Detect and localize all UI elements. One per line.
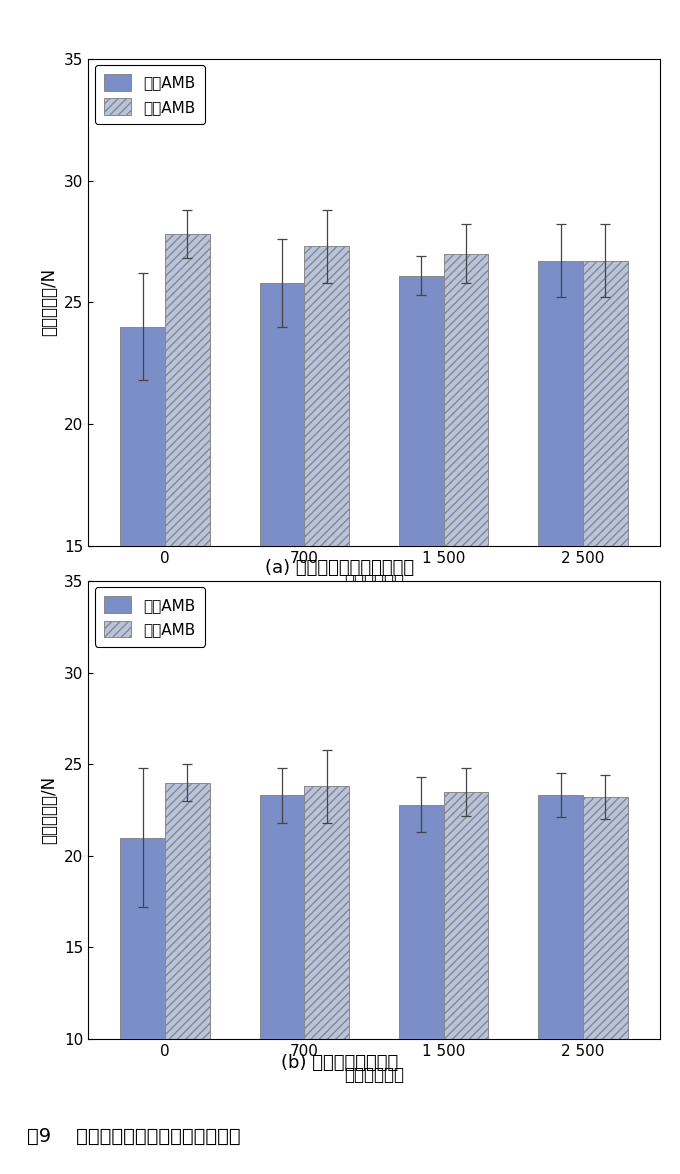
Bar — [399, 804, 443, 1174]
Bar — [165, 234, 209, 911]
Legend: 镀銀AMB, 裸醐AMB: 镀銀AMB, 裸醐AMB — [95, 587, 205, 647]
Bar — [165, 783, 209, 1174]
Text: (a) 第二键合点推力测试结果: (a) 第二键合点推力测试结果 — [265, 559, 415, 576]
Bar — [120, 326, 165, 911]
Bar — [305, 787, 349, 1174]
Bar — [539, 796, 583, 1174]
Bar — [443, 791, 488, 1174]
Y-axis label: 平均推力値/N: 平均推力値/N — [41, 268, 58, 337]
X-axis label: 温度冲击次数: 温度冲击次数 — [344, 573, 404, 591]
Bar — [120, 837, 165, 1174]
Bar — [399, 276, 443, 911]
X-axis label: 温度冲击次数: 温度冲击次数 — [344, 1066, 404, 1084]
Legend: 镀銀AMB, 裸醐AMB: 镀銀AMB, 裸醐AMB — [95, 65, 205, 124]
Bar — [443, 254, 488, 911]
Text: 图9    键合醐线的推力与拉力测试结果: 图9 键合醐线的推力与拉力测试结果 — [27, 1127, 241, 1146]
Bar — [583, 797, 628, 1174]
Bar — [260, 796, 305, 1174]
Bar — [583, 261, 628, 911]
Bar — [305, 247, 349, 911]
Bar — [539, 261, 583, 911]
Bar — [260, 283, 305, 911]
Text: (b) 醐线拉力测试结果: (b) 醐线拉力测试结果 — [282, 1054, 398, 1072]
Y-axis label: 平均拉力値/N: 平均拉力値/N — [41, 776, 58, 844]
